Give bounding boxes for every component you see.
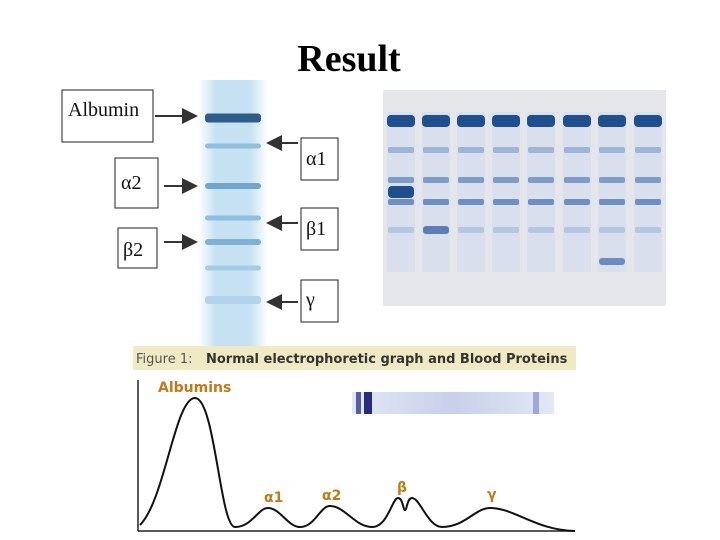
gel-band [528, 199, 554, 205]
gel-label: β1 [306, 218, 326, 240]
gel-band [599, 227, 625, 233]
gel-strip [198, 80, 268, 348]
gel-band [205, 265, 261, 271]
gel-band [635, 199, 661, 205]
gel-band [528, 227, 554, 233]
gel-bar [352, 392, 554, 414]
gel-band [205, 113, 261, 123]
peak-label: α2 [322, 488, 341, 504]
gel-band [564, 227, 590, 233]
peak-label: γ [487, 487, 497, 503]
gel-label: Albumin [68, 99, 139, 121]
gel-band [387, 115, 415, 127]
gel-lane [492, 112, 520, 272]
label-box [300, 207, 339, 251]
label-box [61, 89, 154, 143]
gel-band [388, 199, 414, 205]
gel-band [388, 147, 414, 153]
gel-band [564, 147, 590, 153]
gel-lane [598, 112, 626, 272]
gel-lane [634, 112, 662, 272]
gel-band [563, 115, 591, 127]
gel-band [599, 199, 625, 205]
gel-band [492, 115, 520, 127]
peak-label: β [397, 480, 407, 496]
gel-band [635, 177, 661, 183]
gel-label: β2 [123, 239, 143, 261]
gel-lane [527, 112, 555, 272]
gel-band [422, 115, 450, 127]
gel-band [205, 183, 261, 189]
gel-band [528, 177, 554, 183]
gel-band [564, 177, 590, 183]
gel-band [205, 239, 261, 245]
gel-label: γ [305, 289, 315, 311]
gel-label: α2 [121, 172, 141, 194]
gel-lane [422, 112, 450, 272]
gel-band [493, 177, 519, 183]
gel-band [599, 177, 625, 183]
gel-band [493, 227, 519, 233]
caption: Normal electrophoretic graph and Blood P… [206, 352, 568, 367]
caption-bar [133, 346, 576, 370]
gel-band [364, 392, 372, 414]
gel-lanes [387, 112, 662, 272]
gel-band [493, 199, 519, 205]
gel-band [423, 199, 449, 205]
label-box [117, 227, 158, 269]
gel-band [598, 115, 626, 127]
caption-prefix: Figure 1: [136, 352, 192, 367]
gel-band [205, 296, 261, 304]
gel-band [388, 227, 414, 233]
gel-band [205, 143, 261, 149]
gel-band [423, 147, 449, 153]
gel-lane [457, 112, 485, 272]
gel-band [528, 147, 554, 153]
label-box [300, 279, 339, 323]
gel-band [635, 227, 661, 233]
gel-band [388, 186, 414, 198]
gel-label: α1 [306, 148, 326, 170]
gel-band [356, 392, 361, 414]
gel-band [423, 177, 449, 183]
gel-band [458, 177, 484, 183]
gel-band [458, 147, 484, 153]
electrophoresis-curve [139, 396, 576, 532]
gel-band [423, 226, 449, 234]
gel-band [599, 147, 625, 153]
gel-band [458, 227, 484, 233]
slide-title: Result [297, 38, 401, 80]
gel-band [564, 199, 590, 205]
gel-band [457, 115, 485, 127]
gel-band [493, 147, 519, 153]
peak-label: α1 [264, 490, 283, 506]
peak-label: Albumins [158, 380, 231, 396]
gel-band [458, 199, 484, 205]
gel-band [205, 215, 261, 221]
gel-band [527, 115, 555, 127]
gel-band [388, 177, 414, 183]
label-box [114, 157, 159, 209]
gel-band [599, 258, 625, 265]
gel-band [533, 392, 539, 414]
gel-band [634, 115, 662, 127]
gel-band [635, 147, 661, 153]
gel-lane [563, 112, 591, 272]
label-box [300, 137, 339, 181]
